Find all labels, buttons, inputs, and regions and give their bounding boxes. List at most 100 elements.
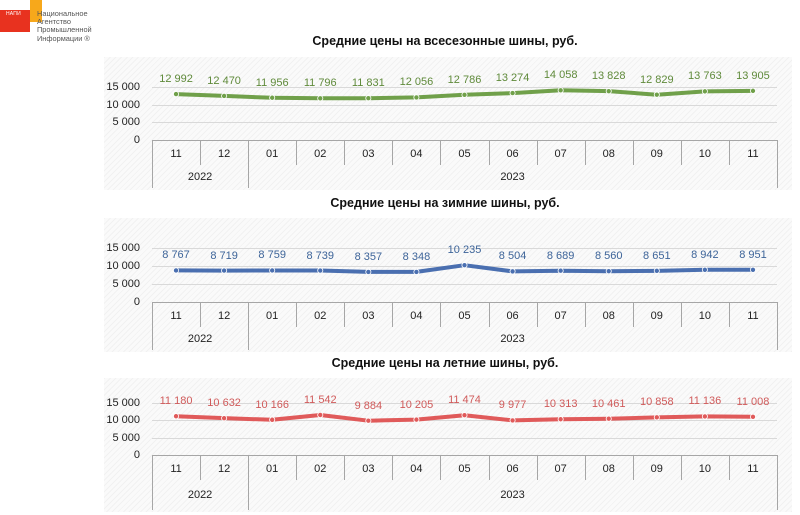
data-point — [365, 95, 372, 102]
data-point — [605, 415, 612, 422]
logo-orange-square — [30, 0, 42, 22]
x-month-label: 08 — [602, 147, 615, 160]
data-point — [461, 412, 468, 419]
x-month-label: 12 — [217, 147, 231, 160]
x-month-label: 12 — [217, 462, 231, 475]
data-point — [557, 416, 564, 423]
data-point — [701, 413, 708, 420]
x-month-label: 01 — [266, 309, 279, 322]
x-month-label: 10 — [698, 147, 711, 160]
napi-logo: НАПИ Национальное Агентство Промышленной… — [0, 0, 100, 52]
axis-divider — [585, 302, 586, 327]
y-tick-label: 10 000 — [106, 260, 140, 272]
data-point — [173, 413, 180, 420]
axis-divider — [633, 140, 634, 165]
data-point — [701, 88, 708, 95]
data-value-label: 11 136 — [688, 395, 722, 408]
gridline — [152, 122, 777, 123]
x-month-label: 10 — [698, 462, 711, 475]
axis-divider — [681, 302, 682, 327]
data-point — [173, 267, 180, 274]
data-value-label: 11 180 — [159, 395, 193, 408]
data-point — [173, 91, 180, 98]
x-month-label: 02 — [314, 147, 327, 160]
axis-divider — [296, 455, 297, 480]
data-value-label: 11 542 — [303, 393, 337, 406]
x-axis-line — [152, 455, 777, 456]
x-year-label: 2023 — [500, 489, 525, 501]
axis-divider — [489, 302, 490, 327]
data-value-label: 14 058 — [543, 69, 578, 82]
axis-divider — [729, 455, 730, 480]
x-month-label: 11 — [170, 462, 182, 475]
x-month-label: 07 — [554, 309, 567, 322]
data-value-label: 8 357 — [354, 250, 383, 263]
axis-divider — [729, 302, 730, 327]
x-month-label: 04 — [410, 462, 423, 475]
gridline — [152, 403, 777, 404]
data-point — [317, 267, 324, 274]
axis-divider — [440, 302, 441, 327]
axis-divider — [681, 455, 682, 480]
data-value-label: 8 767 — [162, 249, 190, 262]
axis-divider — [200, 140, 201, 165]
axis-divider — [489, 455, 490, 480]
data-value-label: 10 461 — [591, 397, 626, 410]
data-value-label: 8 689 — [546, 249, 575, 262]
axis-divider — [777, 302, 778, 350]
data-value-label: 12 992 — [159, 73, 193, 86]
axis-divider — [200, 302, 201, 327]
axis-divider — [344, 455, 345, 480]
data-point — [509, 90, 516, 97]
x-year-label: 2023 — [500, 170, 525, 183]
x-axis-line — [152, 302, 777, 303]
axis-divider — [681, 140, 682, 165]
x-month-label: 11 — [747, 462, 759, 475]
x-month-label: 05 — [458, 147, 471, 160]
data-point — [605, 88, 612, 95]
axis-divider — [777, 455, 778, 510]
axis-divider — [248, 140, 249, 188]
chart-area — [104, 57, 792, 190]
data-point — [269, 416, 276, 423]
data-point — [413, 94, 420, 101]
data-point — [221, 267, 228, 274]
axis-divider — [537, 302, 538, 327]
y-tick-label: 15 000 — [106, 397, 140, 409]
x-month-label: 02 — [314, 309, 327, 322]
x-month-label: 09 — [650, 309, 663, 322]
axis-divider — [152, 455, 153, 510]
axis-divider — [585, 140, 586, 165]
logo-abbr: НАПИ — [6, 11, 21, 17]
y-tick-label: 0 — [133, 449, 140, 461]
axis-divider — [296, 302, 297, 327]
axis-divider — [489, 140, 490, 165]
data-point — [269, 94, 276, 101]
x-month-label: 11 — [747, 309, 759, 322]
data-value-label: 8 504 — [498, 250, 527, 263]
axis-divider — [344, 140, 345, 165]
x-month-label: 06 — [506, 147, 519, 160]
data-value-label: 8 951 — [739, 248, 767, 261]
data-point — [749, 413, 756, 420]
data-value-label: 11 956 — [255, 76, 289, 89]
gridline — [152, 420, 777, 421]
data-value-label: 12 786 — [447, 73, 482, 86]
y-tick-label: 5 000 — [112, 278, 140, 290]
axis-divider — [248, 302, 249, 350]
data-value-label: 10 632 — [207, 397, 241, 410]
data-point — [221, 415, 228, 422]
data-point — [221, 92, 228, 99]
data-value-label: 13 828 — [591, 70, 626, 83]
data-value-label: 11 831 — [351, 77, 385, 90]
x-month-label: 03 — [362, 309, 375, 322]
y-tick-label: 10 000 — [106, 98, 140, 111]
data-point — [557, 267, 564, 274]
data-point — [413, 416, 420, 423]
data-point — [269, 267, 276, 274]
x-axis: 11 12 01 02 03 04 05 06 07 08 09 10 11 2022 2023 — [152, 140, 778, 188]
x-month-label: 05 — [458, 462, 471, 475]
data-point — [605, 268, 612, 275]
